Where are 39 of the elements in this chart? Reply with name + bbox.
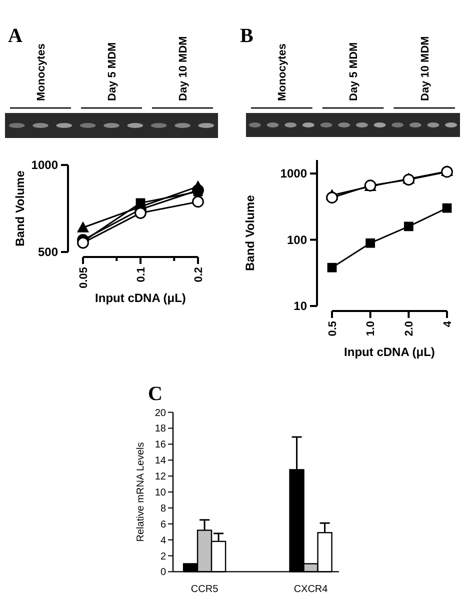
text: Day 10 MDM bbox=[419, 36, 432, 101]
text: Day 5 MDM bbox=[106, 42, 118, 101]
x-axis-title: Input cDNA (μL) bbox=[95, 291, 186, 305]
y-tick-label: 1000 bbox=[280, 166, 308, 181]
chart-title: A bbox=[8, 25, 23, 47]
y-tick-label: 100 bbox=[286, 232, 308, 247]
y-axis-title: Relative mRNA Levels bbox=[136, 442, 146, 542]
y-tick-label: 18 bbox=[154, 424, 166, 435]
y-tick-label: 14 bbox=[154, 456, 166, 467]
text: Monocytes bbox=[36, 44, 48, 101]
y-tick-label: 12 bbox=[154, 472, 166, 483]
x-tick-label: 0.1 bbox=[135, 267, 148, 282]
text: Monocytes bbox=[276, 44, 289, 101]
x-tick-label: 0.05 bbox=[78, 267, 90, 288]
x-tick-label: 4 bbox=[442, 320, 454, 328]
x-tick-label: CCR5 bbox=[190, 584, 219, 595]
x-tick-label: CXCR4 bbox=[294, 584, 328, 595]
x-axis-title: Input cDNA (μL) bbox=[344, 345, 435, 359]
y-tick-label: 10 bbox=[154, 488, 166, 498]
y-axis-title: Band Volume bbox=[13, 170, 28, 246]
x-tick-label: 1.0 bbox=[365, 321, 378, 336]
x-tick-label: 0.2 bbox=[192, 267, 205, 282]
x-tick-label: 0.5 bbox=[326, 321, 339, 336]
y-tick-label: 8 bbox=[160, 503, 166, 514]
y-tick-label: 2 bbox=[160, 551, 166, 562]
text: Day 5 MDM bbox=[348, 42, 360, 101]
y-tick-label: 16 bbox=[154, 440, 166, 451]
y-axis-title: Band Volume bbox=[243, 194, 258, 271]
chart-title: B bbox=[240, 25, 254, 47]
y-tick-label: 500 bbox=[38, 245, 58, 260]
chart-title: C bbox=[148, 383, 162, 405]
y-tick-label: 1000 bbox=[31, 158, 58, 172]
y-tick-label: 4 bbox=[160, 535, 166, 546]
y-tick-label: 0 bbox=[160, 567, 166, 578]
y-tick-label: 20 bbox=[154, 408, 166, 419]
x-tick-label: 2.0 bbox=[404, 321, 416, 336]
text: Day 10 MDM bbox=[178, 36, 190, 101]
y-tick-label: 6 bbox=[160, 519, 166, 530]
y-tick-label: 10 bbox=[294, 299, 308, 314]
